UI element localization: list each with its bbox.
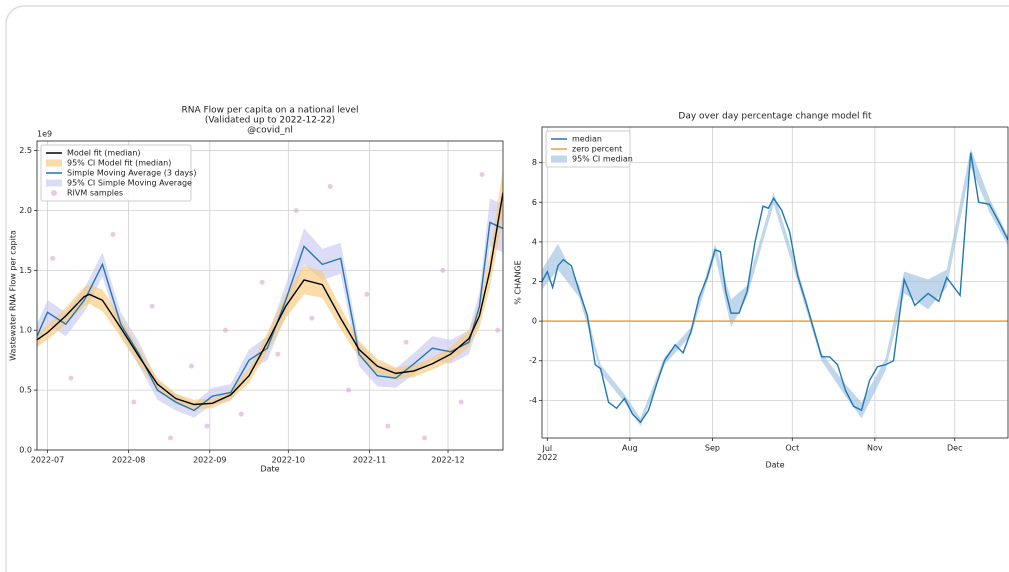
- legend-label: 95% CI Simple Moving Average: [67, 179, 192, 188]
- y-tick-label: 2: [532, 277, 537, 286]
- series-line: [542, 152, 1008, 424]
- sample-point: [168, 435, 174, 441]
- ci-band: [542, 148, 1008, 427]
- chart-title: Day over day percentage change model fit: [678, 112, 872, 122]
- sample-point: [440, 267, 446, 273]
- chart-title: @covid_nl: [247, 126, 293, 136]
- y-tick-label: 0: [532, 317, 537, 326]
- legend-label: median: [572, 135, 602, 144]
- legend-box: [40, 144, 192, 202]
- legend-label: Model fit (median): [67, 149, 141, 158]
- y-tick-label: 6: [532, 198, 537, 207]
- axes-frame: [541, 126, 1009, 439]
- legend-swatch: [46, 179, 62, 187]
- y-axis-label: Wastewater RNA Flow per capita: [9, 230, 18, 361]
- series-line: [37, 192, 503, 406]
- y-tick-label: 2.5: [19, 146, 32, 155]
- x-tick-label: 2022-10: [272, 456, 305, 465]
- sample-point: [293, 207, 299, 213]
- sample-point: [149, 303, 155, 309]
- y-tick-label: 0.5: [19, 386, 32, 395]
- y-tick-label: -4: [529, 396, 537, 405]
- plot-marks: [542, 148, 1008, 427]
- sample-point: [110, 231, 116, 237]
- sample-point: [385, 423, 391, 429]
- legend-label: zero percent: [572, 145, 622, 154]
- sample-point: [188, 363, 194, 369]
- y-tick-label: 1.0: [19, 326, 32, 335]
- legend-label: Simple Moving Average (3 days): [67, 169, 196, 178]
- y-tick-label: 4: [532, 237, 537, 246]
- chart-title: (Validated up to 2022-12-22): [205, 116, 335, 126]
- x-tick-label: 2022-11: [353, 456, 386, 465]
- plot-marks: [37, 168, 503, 441]
- x-tick-label: Jul 2022: [537, 444, 557, 462]
- sample-point: [309, 315, 315, 321]
- chart-title: RNA Flow per capita on a national level: [182, 106, 359, 116]
- legend-label: RIVM samples: [67, 189, 123, 198]
- x-tick-label: 2022-08: [112, 456, 145, 465]
- y-tick-label: 2.0: [19, 206, 32, 215]
- legend-swatch: [51, 190, 57, 196]
- sample-point: [131, 399, 137, 405]
- axis-scale-label: 1e9: [37, 130, 52, 139]
- sample-point: [364, 291, 370, 297]
- y-tick-label: 8: [532, 158, 537, 167]
- x-tick-label: Sep: [705, 444, 720, 453]
- sample-point: [346, 387, 352, 393]
- x-axis-label: Date: [765, 461, 784, 470]
- x-tick-label: Aug: [622, 444, 638, 453]
- sample-point: [259, 279, 265, 285]
- sample-point: [421, 435, 427, 441]
- axes-frame: [36, 140, 504, 451]
- sample-point: [479, 172, 485, 178]
- x-tick-label: 2022-09: [193, 456, 226, 465]
- legend-swatch: [46, 159, 62, 167]
- x-tick-label: 2022-12: [431, 456, 464, 465]
- sample-point: [50, 255, 56, 261]
- y-tick-label: 0.0: [19, 446, 32, 455]
- y-tick-label: 1.5: [19, 266, 32, 275]
- legend-label: 95% CI Model fit (median): [67, 159, 171, 168]
- legend-swatch: [551, 155, 567, 163]
- sample-point: [222, 327, 228, 333]
- sample-point: [204, 423, 210, 429]
- x-tick-label: 2022-07: [31, 456, 64, 465]
- x-tick-label: Dec: [947, 444, 962, 453]
- sample-point: [275, 351, 281, 357]
- x-axis-label: Date: [260, 465, 279, 474]
- y-axis-label: % CHANGE: [514, 260, 523, 304]
- sample-point: [403, 339, 409, 345]
- sample-point: [238, 411, 244, 417]
- sample-point: [458, 399, 464, 405]
- sample-point: [327, 184, 333, 190]
- series-line: [37, 221, 503, 412]
- sample-point: [68, 375, 74, 381]
- sample-point: [495, 327, 501, 333]
- y-tick-label: -2: [529, 356, 537, 365]
- x-tick-label: Oct: [785, 444, 799, 453]
- legend-label: 95% CI median: [572, 155, 633, 164]
- x-tick-label: Nov: [867, 444, 883, 453]
